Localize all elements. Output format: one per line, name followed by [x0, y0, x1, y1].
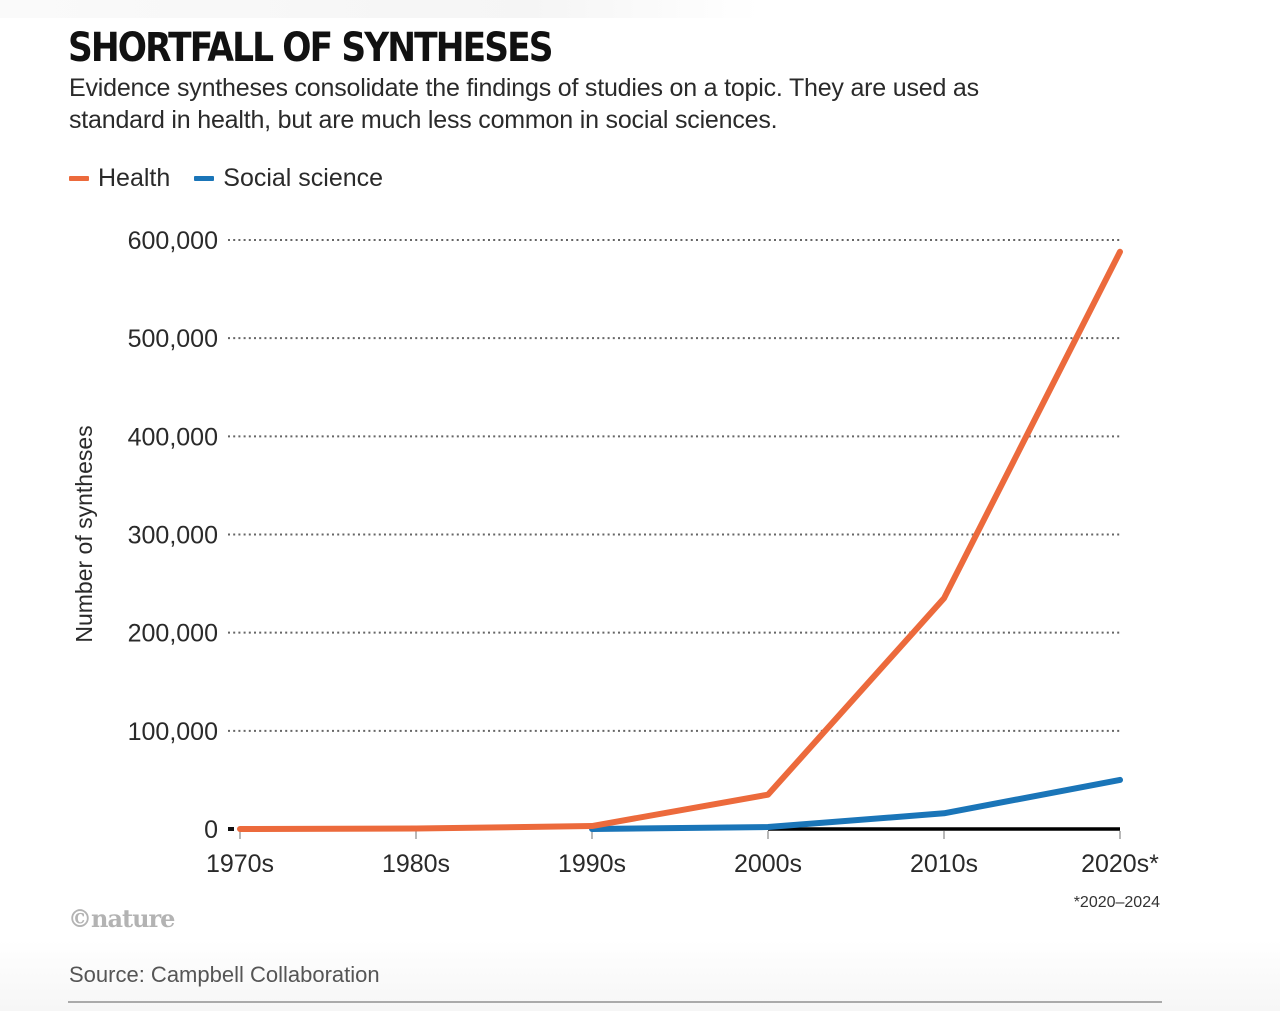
- x-axis: 1970s 1980s 1990s 2000s 2010s 2020s*: [206, 827, 1159, 878]
- chart-subtitle: Evidence syntheses consolidate the findi…: [69, 74, 979, 134]
- x-tick-label: 2010s: [910, 850, 978, 878]
- series-lines: [237, 248, 1123, 832]
- legend: Health Social science: [69, 164, 407, 193]
- gridlines: [228, 239, 1120, 831]
- series-line-social-science: [589, 776, 1123, 832]
- chart-title: SHORTFALL OF SYNTHESES: [68, 25, 553, 71]
- zero-tick-mark: [228, 827, 234, 831]
- divider: [68, 1001, 1162, 1003]
- legend-swatch-health: [69, 176, 89, 181]
- source-note: Source: Campbell Collaboration: [69, 962, 380, 987]
- y-tick-label: 600,000: [128, 227, 218, 255]
- legend-label-health: Health: [98, 164, 171, 192]
- legend-label-social-science: Social science: [223, 164, 384, 192]
- nature-logo: ©nature: [68, 904, 175, 933]
- legend-item-health: Health: [69, 164, 170, 193]
- footnote: *2020–2024: [1073, 894, 1160, 911]
- series-line-health: [237, 248, 1123, 832]
- y-axis-title: Number of syntheses: [71, 425, 97, 642]
- y-tick-label: 100,000: [128, 718, 218, 746]
- y-axis-ticks: 0 100,000 200,000 300,000 400,000 500,000 600,…: [128, 227, 218, 844]
- y-tick-label: 300,000: [128, 522, 218, 550]
- y-tick-label: 500,000: [128, 325, 218, 353]
- x-tick-label: 1990s: [558, 850, 626, 878]
- y-tick-label: 200,000: [128, 620, 218, 648]
- x-tick-label: 2000s: [734, 850, 802, 878]
- y-tick-label: 400,000: [128, 423, 218, 451]
- x-tick-label: 1980s: [382, 850, 450, 878]
- legend-swatch-social-science: [194, 176, 215, 181]
- legend-item-social-science: Social science: [194, 164, 383, 193]
- top-fade: [0, 0, 760, 18]
- y-tick-label: 0: [204, 816, 218, 844]
- x-tick-label: 1970s: [206, 850, 274, 878]
- x-tick-label: 2020s*: [1081, 850, 1159, 878]
